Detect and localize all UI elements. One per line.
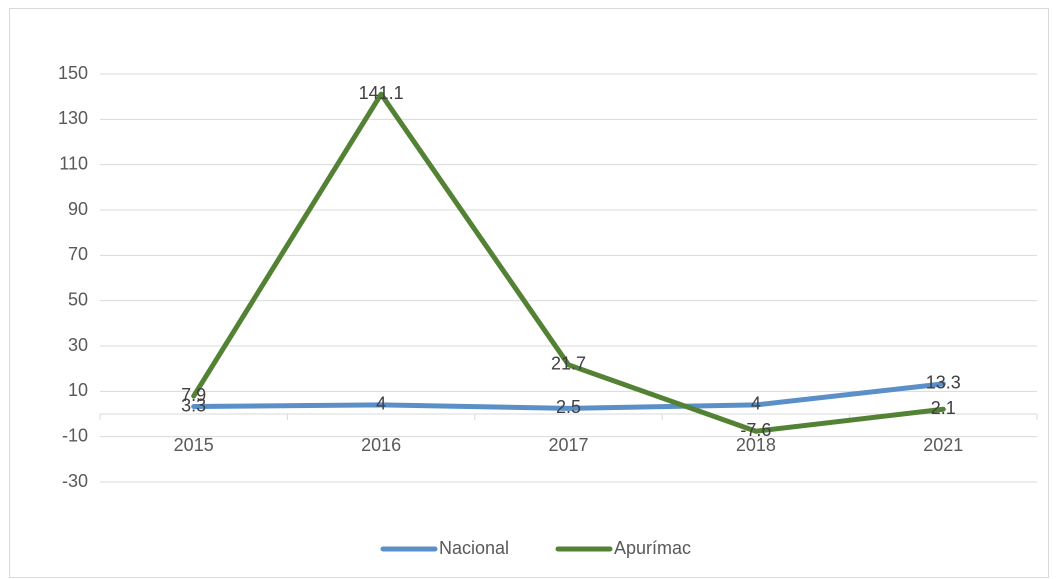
x-tick-label: 2016: [361, 435, 401, 455]
y-tick-label: 70: [68, 244, 88, 264]
data-label: 4: [376, 394, 386, 414]
y-tick-label: 90: [68, 199, 88, 219]
y-tick-label: -30: [62, 471, 88, 491]
x-tick-label: 2021: [923, 435, 963, 455]
y-tick-label: 110: [59, 153, 88, 173]
x-tick-label: 2017: [548, 435, 588, 455]
y-tick-label: 150: [58, 63, 88, 83]
data-label: 13.3: [926, 373, 961, 393]
x-tick-label: 2018: [736, 435, 776, 455]
y-tick-label: 10: [68, 380, 88, 400]
line-series: [191, 381, 946, 411]
line-series: [191, 91, 946, 434]
chart-border: [9, 8, 1049, 578]
data-label: 3.3: [181, 395, 206, 415]
y-tick-label: 130: [58, 108, 88, 128]
data-label: -7.6: [740, 420, 771, 440]
data-label: 4: [751, 394, 761, 414]
data-label: 2.1: [931, 398, 956, 418]
data-label: 2.5: [556, 397, 581, 417]
y-tick-label: 50: [68, 289, 88, 309]
data-label: 141.1: [359, 83, 404, 103]
y-tick-label: 30: [68, 335, 88, 355]
x-tick-label: 2015: [174, 435, 214, 455]
legend-label: Apurímac: [614, 538, 691, 558]
legend-label: Nacional: [439, 538, 509, 558]
y-tick-label: -10: [62, 425, 88, 445]
data-label: 7.9: [181, 385, 206, 405]
data-label: 21.7: [551, 354, 586, 374]
